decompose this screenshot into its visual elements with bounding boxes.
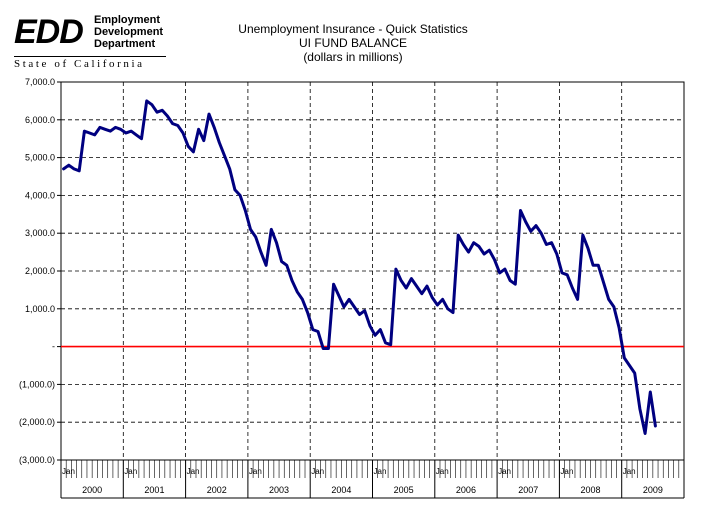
y-tick-label: 6,000.0	[25, 115, 55, 125]
chart-title: Unemployment Insurance - Quick Statistic…	[238, 22, 468, 36]
chart-subtitle: UI FUND BALANCE	[298, 36, 408, 50]
x-tick-label-jan: Jan	[623, 467, 636, 476]
x-year-label: 2001	[144, 485, 164, 495]
logo-line-development: Development	[94, 26, 164, 38]
logo-line-department: Department	[94, 38, 156, 50]
logo-department-name: Employment Development Department	[94, 14, 163, 50]
x-tick-label-jan: Jan	[187, 467, 200, 476]
x-year-label: 2009	[643, 485, 663, 495]
x-tick-label-jan: Jan	[311, 467, 324, 476]
y-tick-label: (3,000.0)	[19, 455, 55, 465]
x-tick-label-jan: Jan	[249, 467, 262, 476]
x-tick-label-jan: Jan	[62, 467, 75, 476]
y-tick-label: 2,000.0	[25, 266, 55, 276]
x-year-label: 2002	[207, 485, 227, 495]
y-tick-label: 3,000.0	[25, 228, 55, 238]
y-tick-label: 5,000.0	[25, 153, 55, 163]
y-tick-label: -	[52, 342, 55, 352]
x-tick-label-jan: Jan	[560, 467, 573, 476]
x-tick-label-jan: Jan	[374, 467, 387, 476]
x-year-label: 2006	[456, 485, 476, 495]
edd-logo: EDD Employment Development Department St…	[14, 12, 166, 70]
logo-mark: EDD	[14, 13, 84, 51]
fund-balance-line	[62, 99, 657, 435]
x-year-label: 2003	[269, 485, 289, 495]
x-tick-label-jan: Jan	[498, 467, 511, 476]
y-tick-label: 4,000.0	[25, 190, 55, 200]
x-year-label: 2008	[581, 485, 601, 495]
logo-state-of-california: State of California	[14, 56, 166, 70]
y-tick-label: (2,000.0)	[19, 417, 55, 427]
x-year-label: 2005	[394, 485, 414, 495]
x-year-label: 2007	[518, 485, 538, 495]
y-tick-label: (1,000.0)	[19, 379, 55, 389]
x-tick-label-jan: Jan	[124, 467, 137, 476]
x-year-label: 2000	[82, 485, 102, 495]
y-tick-label: 1,000.0	[25, 304, 55, 314]
y-tick-label: 7,000.0	[25, 77, 55, 87]
x-year-label: 2004	[331, 485, 351, 495]
chart-titles: Unemployment Insurance - Quick Statistic…	[180, 22, 526, 64]
logo-line-employment: Employment	[94, 14, 161, 26]
chart-units: (dollars in millions)	[303, 50, 403, 64]
x-tick-label-jan: Jan	[436, 467, 449, 476]
